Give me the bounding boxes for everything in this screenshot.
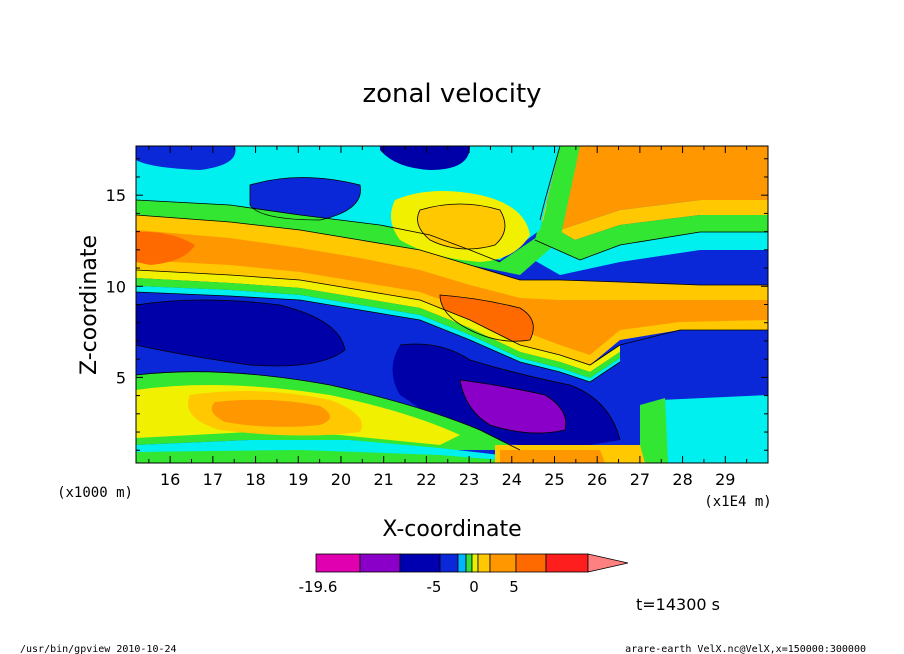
- colorbar-labels: -19.6 -5 0 5: [299, 578, 519, 596]
- upper-right-orange-region: [545, 146, 768, 230]
- upper-right-light-orange-band: [540, 200, 768, 240]
- x-tick-label: 21: [373, 470, 393, 489]
- lower-right-cyan-region: [660, 395, 768, 463]
- upper-left-dark-blue-patch: [380, 146, 470, 170]
- x-tick-label: 23: [459, 470, 479, 489]
- colorbar: [315, 553, 629, 573]
- colorbar-segment: [439, 553, 459, 573]
- footer-right: arare-earth_VelX.nc@VelX,x=150000:300000: [625, 644, 866, 654]
- upper-green-band: [136, 146, 580, 275]
- bottom-green-strip: [136, 450, 500, 463]
- upper-left-top-blue-patch: [136, 146, 236, 170]
- colorbar-segment: [489, 553, 517, 573]
- lower-yellow-line: [136, 270, 620, 372]
- upper-right-green-band: [535, 215, 768, 260]
- colorbar-segment: [465, 553, 473, 573]
- y-tick-label: 5: [116, 368, 126, 387]
- upper-right-cyan-band: [525, 232, 768, 275]
- colorbar-segment: [457, 553, 467, 573]
- left-dark-orange-patch: [136, 231, 195, 265]
- colorbar-segment: [471, 553, 479, 573]
- middle-left-dark-blue-region: [136, 300, 345, 366]
- plot-area: [136, 146, 768, 463]
- colorbar-segment: [515, 553, 547, 573]
- y-axis-label: Z-coordinate: [77, 235, 102, 375]
- colorbar-label: -5: [427, 578, 442, 596]
- purple-core: [460, 380, 566, 434]
- x-axis: 16 17 18 19 20 21 22 23 24 25 26 27 28 29: [148, 146, 748, 489]
- y-tick-label: 15: [106, 186, 126, 205]
- upper-left-blue-patch: [250, 177, 361, 220]
- colorbar-extend-arrow: [587, 553, 629, 573]
- colorbar-segment: [545, 553, 589, 573]
- x-tick-label: 26: [587, 470, 607, 489]
- contour-lines: [136, 146, 768, 451]
- chart-title: zonal velocity: [362, 79, 541, 109]
- footer-left: /usr/bin/gpview 2010-10-24: [20, 644, 177, 654]
- center-dark-orange-patch: [440, 295, 534, 342]
- y-axis-unit: (x1000 m): [57, 485, 133, 501]
- x-tick-label: 28: [672, 470, 692, 489]
- lower-right-green-patch: [640, 398, 668, 463]
- y-axis: 5 10 15: [106, 158, 768, 451]
- y-tick-label: 10: [106, 277, 126, 296]
- colorbar-label: 0: [469, 578, 479, 596]
- x-tick-label: 22: [416, 470, 436, 489]
- x-tick-label: 18: [245, 470, 265, 489]
- colorbar-label: 5: [509, 578, 519, 596]
- x-tick-label: 25: [544, 470, 564, 489]
- x-tick-label: 29: [715, 470, 735, 489]
- colorbar-segment: [359, 553, 401, 573]
- lower-cyan-line: [136, 286, 620, 382]
- colorbar-segment: [399, 553, 441, 573]
- x-tick-label: 19: [288, 470, 308, 489]
- x-axis-unit: (x1E4 m): [704, 494, 771, 510]
- x-tick-label: 27: [630, 470, 650, 489]
- lower-green-line: [136, 278, 620, 378]
- bottom-dark-orange-patch: [500, 450, 605, 463]
- x-axis-label: X-coordinate: [382, 517, 521, 542]
- lower-left-orange-core: [211, 399, 330, 427]
- upper-center-orange-blob: [417, 204, 505, 249]
- colorbar-label: -19.6: [299, 578, 338, 596]
- main-orange-core: [136, 230, 768, 355]
- time-label: t=14300 s: [636, 595, 720, 614]
- x-tick-label: 24: [502, 470, 522, 489]
- x-tick-label: 16: [160, 470, 180, 489]
- colorbar-segment: [315, 553, 361, 573]
- x-tick-label: 20: [331, 470, 351, 489]
- x-tick-label: 17: [203, 470, 223, 489]
- colorbar-segment: [477, 553, 491, 573]
